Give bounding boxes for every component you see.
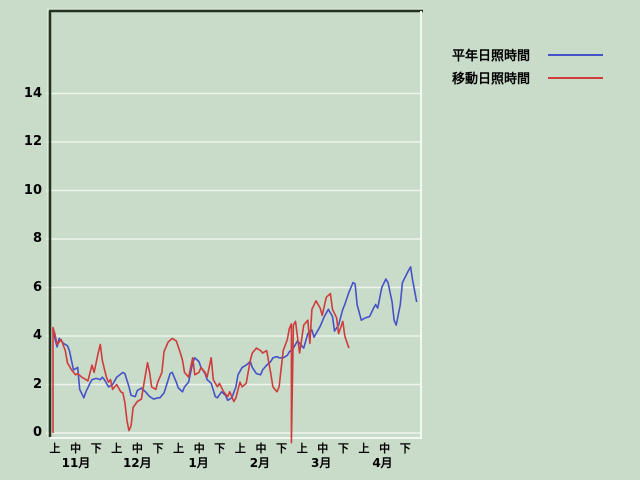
x-period-label-7: 中: [193, 442, 205, 455]
y-tick-label-14: 14: [23, 85, 42, 101]
x-period-label-15: 上: [358, 442, 370, 455]
legend-line-sample-blue: [548, 53, 603, 56]
x-period-label-5: 下: [152, 442, 164, 455]
y-tick-label-12: 12: [23, 134, 42, 149]
x-period-label-3: 上: [111, 442, 123, 455]
x-period-label-4: 中: [131, 442, 143, 455]
x-period-label-6: 上: [173, 442, 185, 455]
x-month-label-12月: 12月: [122, 456, 152, 470]
series-line-idou-red: [52, 292, 350, 444]
legend-item-heinen: 平年日照時間: [452, 43, 603, 66]
x-period-label-10: 中: [255, 442, 267, 455]
x-period-label-17: 下: [399, 442, 411, 455]
legend-label-heinen: 平年日照時間: [452, 49, 531, 64]
y-tick-label-0: 0: [32, 425, 42, 440]
x-month-label-4月: 4月: [372, 456, 393, 470]
x-period-label-13: 中: [317, 442, 329, 455]
y-tick-label-10: 10: [23, 182, 42, 198]
y-tick-label-2: 2: [32, 376, 42, 392]
x-period-label-8: 下: [214, 442, 226, 455]
y-tick-label-4: 4: [32, 328, 42, 343]
x-period-label-2: 下: [90, 442, 102, 455]
x-period-label-16: 中: [379, 442, 391, 455]
x-period-label-0: 上: [49, 442, 61, 455]
x-month-label-11月: 11月: [61, 456, 91, 470]
legend-line-sample-red: [548, 76, 603, 79]
y-tick-label-6: 6: [32, 279, 42, 295]
legend: 平年日照時間 移動日照時間: [452, 43, 603, 89]
series-line-heinen-blue: [52, 266, 418, 402]
x-month-label-2月: 2月: [249, 456, 271, 470]
x-period-label-14: 下: [337, 442, 349, 455]
legend-label-idou: 移動日照時間: [452, 72, 531, 87]
x-month-label-1月: 1月: [188, 456, 209, 470]
x-month-label-3月: 3月: [311, 456, 332, 470]
x-period-label-1: 中: [70, 442, 82, 455]
x-period-label-11: 下: [276, 442, 288, 455]
x-period-label-12: 上: [296, 442, 308, 455]
x-period-label-9: 上: [234, 442, 246, 455]
y-tick-label-8: 8: [32, 231, 42, 246]
legend-item-idou: 移動日照時間: [452, 66, 603, 89]
